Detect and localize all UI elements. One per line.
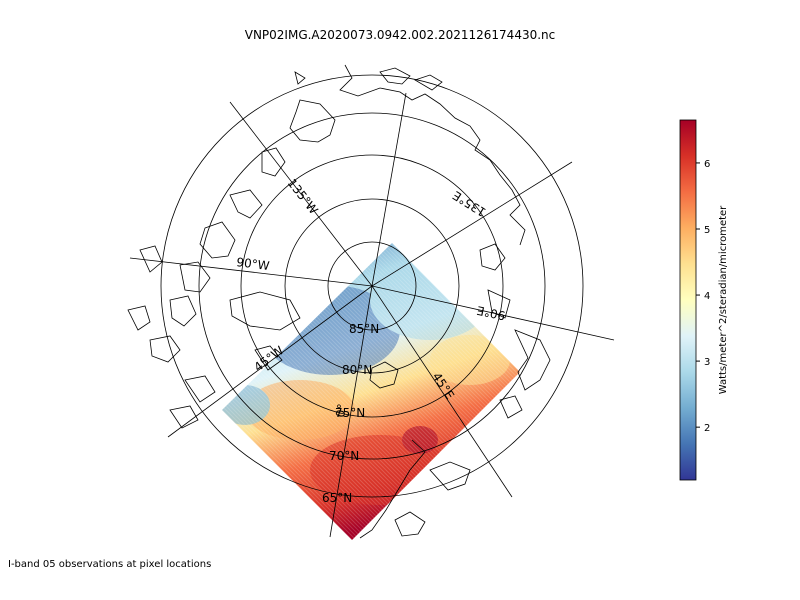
colorbar-tick-label: 4 [704,291,710,302]
parallel-65 [160,74,584,498]
graticule [129,74,615,538]
meridian-135e [371,161,573,287]
colorbar-gradient [679,119,697,481]
parallel-80 [284,198,460,374]
lat-label-75: 75°N [335,406,365,420]
figure-caption: I-band 05 observations at pixel location… [8,559,212,570]
parallel-75 [240,154,504,418]
plot-title: VNP02IMG.A2020073.0942.002.2021126174430… [244,28,556,42]
colorbar-tick-label: 3 [704,357,710,368]
meridian-0 [329,285,373,538]
lon-label-90e: 90°E [475,303,506,323]
colorbar-tick-label: 5 [704,225,710,236]
coastlines [127,64,551,539]
meridian-180 [371,92,407,287]
lon-label-90w: 90°W [236,255,271,273]
colorbar-tick-label: 6 [704,159,710,170]
meridian-135w [229,101,373,287]
meridian-45w [167,285,373,438]
meridian-45e [371,285,513,498]
parallel-70 [198,112,546,460]
lat-label-65: 65°N [322,491,352,505]
colorbar-tick-label: 2 [704,423,710,434]
lon-label-0: 0° [333,403,349,419]
lat-label-85: 85°N [349,322,379,336]
parallel-85 [327,241,417,331]
colorbar-label: Watts/meter^2/steradian/micrometer [718,205,729,394]
meridian-90w [129,257,373,287]
lat-label-70: 70°N [329,449,359,463]
lat-label-80: 80°N [342,363,372,377]
meridian-90e [371,285,615,341]
